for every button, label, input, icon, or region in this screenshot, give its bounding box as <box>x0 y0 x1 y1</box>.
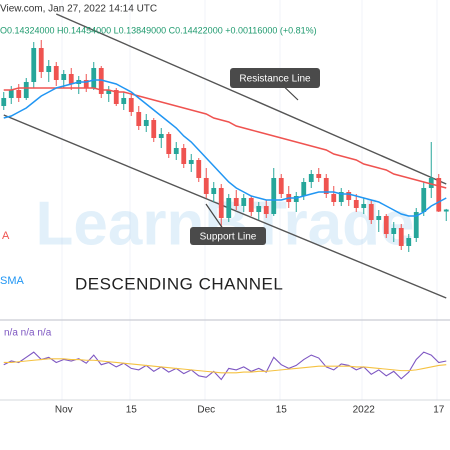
candle-body <box>91 68 97 88</box>
candle-body <box>376 216 382 220</box>
header-ohlc: O0.14324000 H0.14454000 L0.13849000 C0.1… <box>0 25 317 35</box>
candle-body <box>46 66 52 72</box>
annotation: DESCENDING CHANNEL <box>75 274 283 293</box>
candle-body <box>196 160 202 178</box>
candle-body <box>173 148 179 154</box>
candle-body <box>338 192 344 202</box>
candle-body <box>323 178 329 194</box>
header-source: View.com, Jan 27, 2022 14:14 UTC <box>0 4 157 15</box>
candle-body <box>421 188 427 212</box>
x-tick-label: 17 <box>433 405 445 416</box>
candle-body <box>166 134 172 154</box>
candle-body <box>316 174 322 178</box>
x-tick-label: Dec <box>197 405 215 416</box>
candle-body <box>361 204 367 208</box>
plot-layer <box>1 13 449 381</box>
candle-body <box>128 98 134 112</box>
candle-body <box>143 120 149 126</box>
candle-body <box>233 198 239 206</box>
candle-body <box>1 98 7 106</box>
candle-body <box>436 178 442 212</box>
indicator-line <box>3 358 447 374</box>
candle-body <box>181 148 187 164</box>
candle-body <box>443 209 449 212</box>
candle-body <box>271 178 277 214</box>
candle-body <box>226 198 232 218</box>
candle-body <box>38 48 44 72</box>
candle-body <box>188 160 194 164</box>
x-tick-label: 15 <box>126 405 138 416</box>
candle-body <box>383 216 389 234</box>
trend-label: Resistance Line <box>239 74 311 85</box>
candle-body <box>98 68 104 94</box>
candle-body <box>391 228 397 234</box>
trend-label: Support Line <box>200 232 257 243</box>
candle-body <box>293 196 299 202</box>
legend-label: SMA <box>0 275 25 287</box>
legend-label: A <box>2 230 10 242</box>
candle-body <box>68 74 74 84</box>
candle-body <box>301 182 307 196</box>
candle-body <box>346 192 352 200</box>
candle-body <box>203 178 209 194</box>
candle-body <box>158 134 164 138</box>
candle-body <box>121 98 127 104</box>
candle-body <box>106 90 112 94</box>
candle-body <box>218 188 224 218</box>
x-tick-label: 2022 <box>353 405 376 416</box>
candle-body <box>53 66 59 80</box>
candle-body <box>31 48 37 82</box>
candle-body <box>113 90 119 104</box>
candle-body <box>23 82 29 98</box>
candle-body <box>211 188 217 194</box>
watermark: LearnBTrade <box>35 189 414 258</box>
candle-body <box>83 80 89 88</box>
trend-line <box>55 13 447 185</box>
label-box <box>230 68 320 88</box>
candle-body <box>278 178 284 194</box>
candle-body <box>256 206 262 212</box>
moving-average <box>3 79 447 217</box>
x-tick-label: 15 <box>276 405 288 416</box>
candle-body <box>241 198 247 206</box>
candle-body <box>331 194 337 202</box>
candle-body <box>353 200 359 208</box>
candle-body <box>16 90 22 98</box>
candle-body <box>308 174 314 182</box>
candle-body <box>263 206 269 214</box>
candle-body <box>61 74 67 80</box>
moving-average <box>3 87 447 189</box>
candle-body <box>151 120 157 138</box>
candle-body <box>398 228 404 246</box>
candle-body <box>8 90 14 98</box>
candle-body <box>136 112 142 126</box>
label-box <box>190 227 266 245</box>
candle-body <box>428 178 434 188</box>
candle-body <box>368 204 374 220</box>
trend-line <box>3 114 447 299</box>
candle-body <box>413 212 419 238</box>
candle-body <box>248 198 254 212</box>
rsi-legend: n/a n/a n/a <box>4 328 52 339</box>
candle-body <box>406 238 412 246</box>
x-tick-label: Nov <box>55 405 73 416</box>
